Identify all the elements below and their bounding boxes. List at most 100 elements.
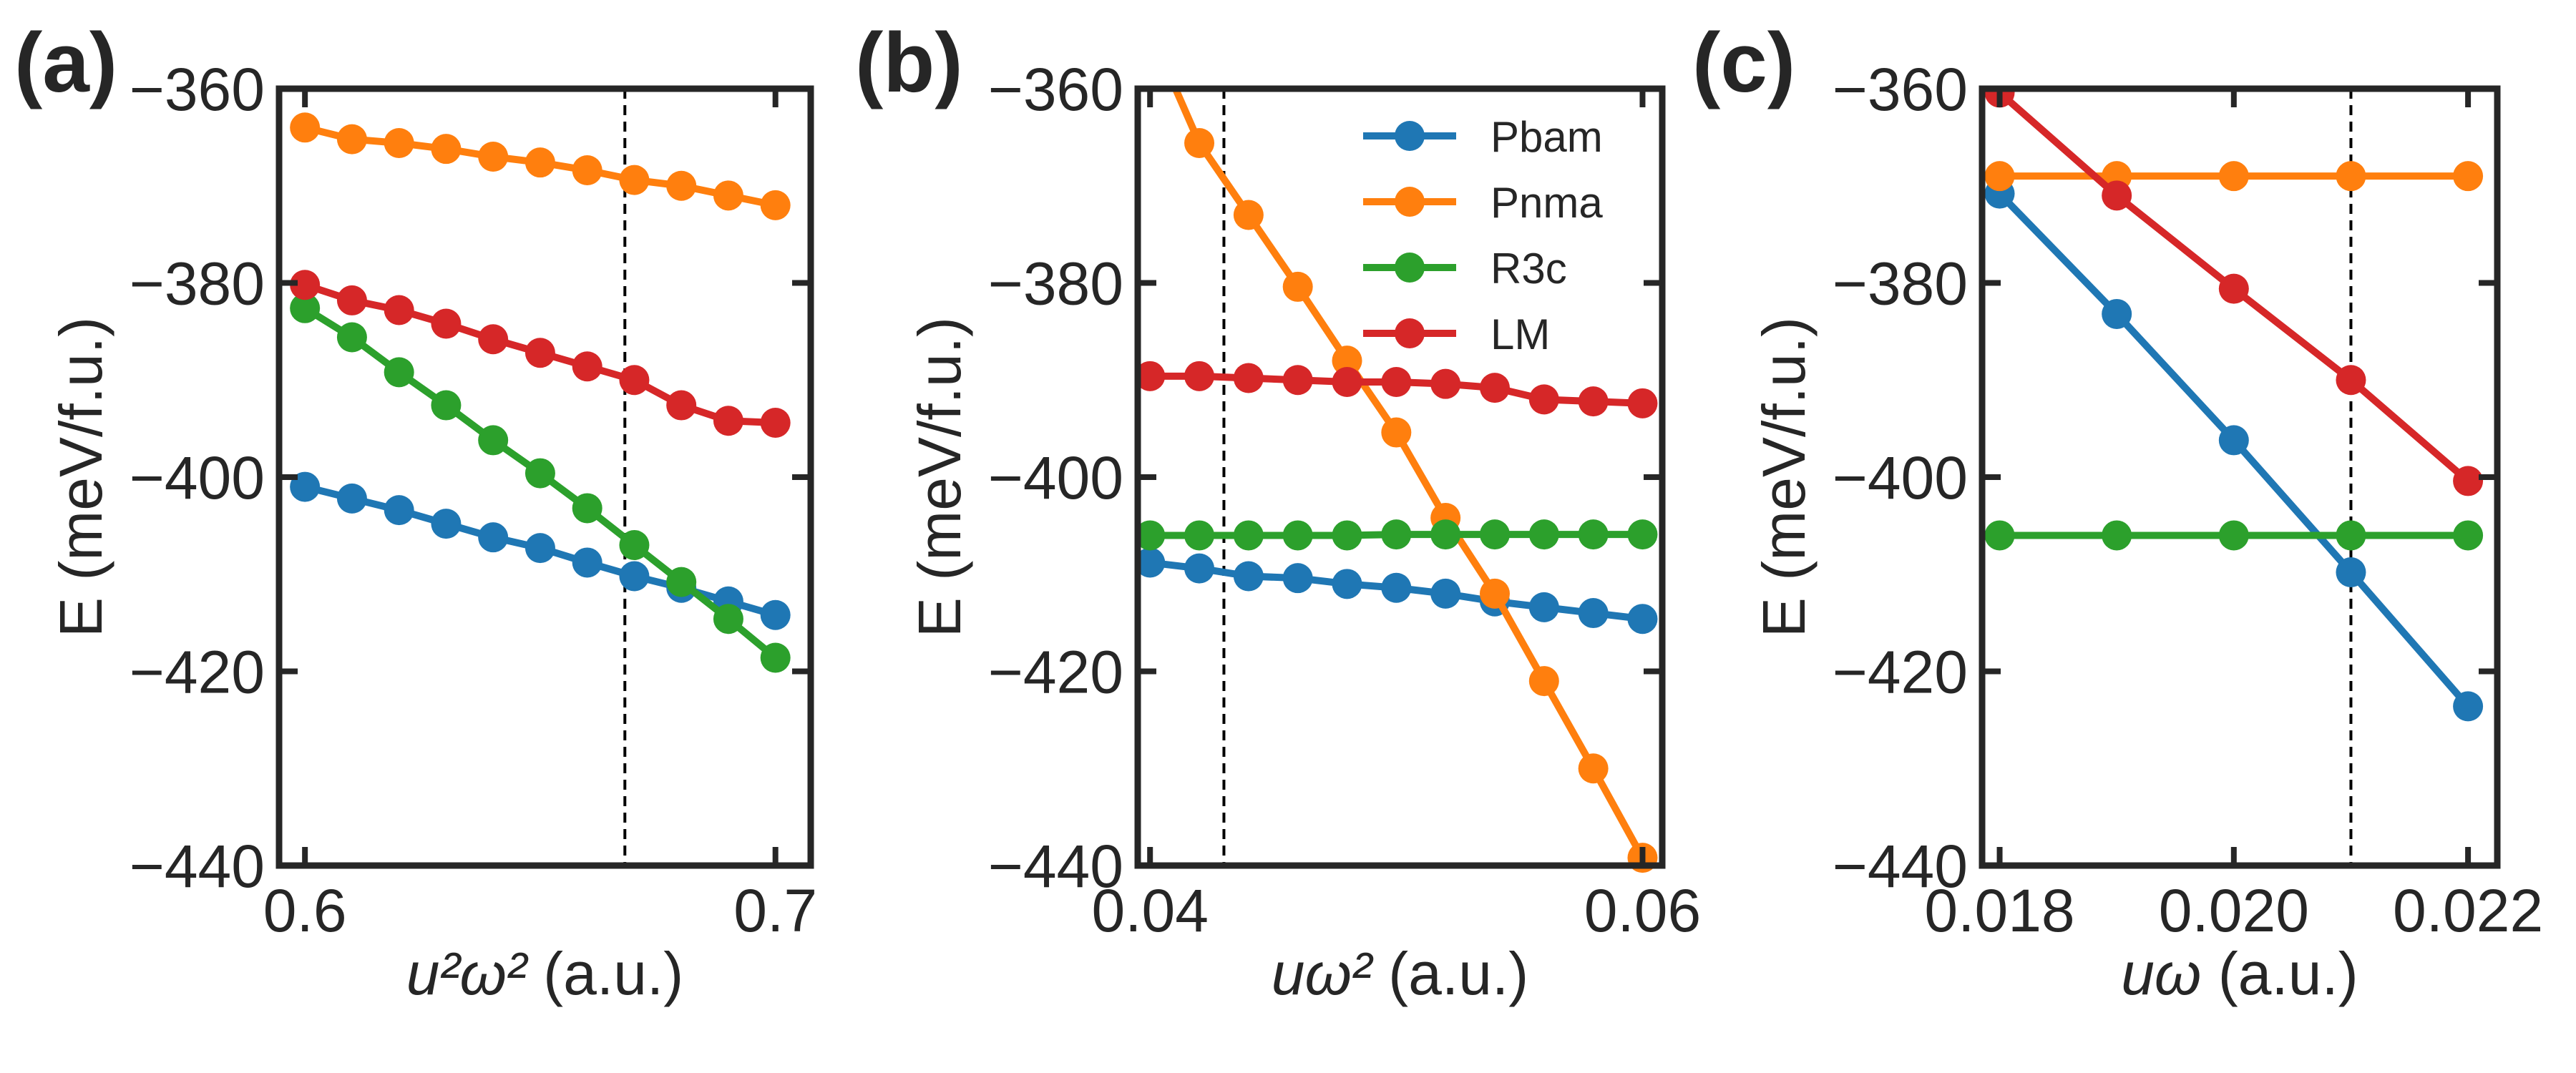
data-point [431, 134, 462, 165]
y-tick-label: −440 [988, 833, 1123, 900]
x-axis-variable: uω² [1272, 940, 1374, 1007]
data-point [760, 190, 791, 220]
series-LM [290, 270, 791, 438]
x-axis-label: u²ω² (a.u.) [406, 940, 684, 1007]
x-axis-unit: (a.u.) [1372, 940, 1528, 1007]
data-point [1627, 388, 1658, 418]
x-tick-label: 0.020 [2159, 877, 2309, 944]
data-point [1282, 271, 1313, 302]
data-point [572, 493, 602, 524]
clip-cover-top [1961, 0, 2519, 86]
x-axis-label: uω² (a.u.) [1272, 940, 1529, 1007]
y-tick-label: −420 [1833, 639, 1968, 706]
y-tick-label: −440 [130, 833, 265, 900]
data-point [1381, 519, 1412, 550]
clip-cover-top [258, 0, 832, 86]
x-tick-label: 0.7 [733, 877, 817, 944]
panel-letter: (b) [855, 16, 963, 110]
data-point [336, 285, 367, 315]
panel-letter: (a) [14, 16, 117, 110]
data-point [572, 547, 602, 578]
data-point [525, 338, 555, 368]
data-point [1381, 417, 1412, 448]
data-point [290, 270, 321, 300]
data-point [1627, 604, 1658, 635]
y-tick-label: −360 [1833, 56, 1968, 123]
y-tick-label: −420 [988, 639, 1123, 706]
data-point [336, 483, 367, 514]
data-point [1135, 547, 1166, 578]
series-R3c [1135, 519, 1658, 551]
y-tick-label: −380 [1833, 250, 1968, 318]
data-point [1528, 519, 1559, 550]
data-point [1282, 563, 1313, 594]
data-point [619, 561, 650, 592]
legend-label-Pbam: Pbam [1491, 113, 1603, 161]
data-point [1233, 200, 1264, 230]
data-point [1430, 578, 1461, 609]
series-R3c [290, 293, 791, 673]
data-point [1184, 361, 1215, 391]
legend-marker-LM [1395, 318, 1425, 348]
legend-label-R3c: R3c [1491, 245, 1567, 293]
y-tick-label: −400 [1833, 444, 1968, 511]
x-tick-label: 0.04 [1091, 877, 1209, 944]
data-point [1578, 519, 1609, 550]
data-point [2102, 180, 2132, 211]
data-point [1332, 520, 1362, 551]
data-point [1627, 519, 1658, 550]
x-axis-unit: (a.u.) [527, 940, 683, 1007]
data-point [1233, 561, 1264, 592]
data-point [290, 112, 321, 143]
data-point [2336, 161, 2366, 192]
data-point [1381, 366, 1412, 397]
data-point [525, 147, 555, 178]
data-point [2218, 273, 2249, 304]
data-point [1479, 519, 1510, 550]
data-point [2453, 691, 2484, 722]
x-axis-variable: uω [2121, 940, 2201, 1007]
data-point [1332, 366, 1362, 397]
data-point [384, 495, 414, 526]
data-point [1184, 553, 1215, 584]
data-point [1381, 572, 1412, 603]
data-point [2102, 520, 2132, 551]
data-point [1233, 520, 1264, 551]
data-point [478, 324, 509, 355]
legend-marker-Pbam [1395, 121, 1425, 151]
y-axis-label: E (meV/f.u.) [47, 317, 114, 637]
series-LM [1135, 361, 1658, 418]
data-point [2218, 520, 2249, 551]
data-point [2336, 557, 2366, 588]
x-axis-label: uω (a.u.) [2121, 940, 2358, 1007]
panel-b: (b) −440 −420 −400 −380 −360 0.04 0.06 E (meV/f.… [855, 0, 1701, 1007]
series-R3c [1984, 520, 2484, 551]
data-point [2102, 298, 2132, 329]
data-point [1479, 578, 1510, 609]
data-point [1332, 346, 1362, 376]
data-point [1430, 368, 1461, 399]
data-point [1528, 592, 1559, 622]
series-Pnma [290, 112, 791, 220]
data-point [619, 165, 650, 195]
legend-label-Pnma: Pnma [1491, 179, 1603, 227]
y-tick-label: −400 [130, 444, 265, 511]
data-point [713, 406, 743, 436]
data-point [1578, 753, 1609, 784]
data-point [1528, 666, 1559, 697]
data-point [1578, 386, 1609, 417]
data-point [2218, 161, 2249, 192]
data-point [478, 425, 509, 456]
data-point [2453, 161, 2484, 192]
data-point [666, 170, 697, 201]
legend-marker-Pnma [1395, 187, 1425, 217]
data-point [619, 365, 650, 396]
data-point [1479, 373, 1510, 403]
data-point [290, 293, 321, 323]
data-point [431, 509, 462, 539]
data-point [572, 351, 602, 382]
data-point [525, 533, 555, 564]
panel-c: (c) −440 −420 −400 −380 −360 0.018 0.020 0.022 E … [1692, 0, 2543, 1007]
y-tick-label: −400 [988, 444, 1123, 511]
